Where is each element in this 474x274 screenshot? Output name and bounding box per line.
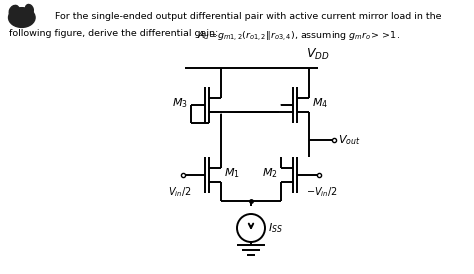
Ellipse shape	[26, 4, 33, 14]
Text: $-V_{in}/2$: $-V_{in}/2$	[306, 185, 338, 199]
Text: $V_{DD}$: $V_{DD}$	[306, 47, 330, 62]
Ellipse shape	[9, 5, 19, 16]
Text: For the single-ended output differential pair with active current mirror load in: For the single-ended output differential…	[55, 12, 441, 21]
Text: $A_d\!=\!g_{m1,2}(r_{o1,2}\|r_{o3,4})$, assuming $g_mr_o\!>>\!1$.: $A_d\!=\!g_{m1,2}(r_{o1,2}\|r_{o3,4})$, …	[197, 29, 400, 42]
Text: $M_1$: $M_1$	[224, 166, 240, 180]
Text: $M_3$: $M_3$	[172, 96, 188, 110]
Text: $M_4$: $M_4$	[312, 96, 328, 110]
Text: $V_{out}$: $V_{out}$	[338, 133, 361, 147]
Text: $V_{in}/2$: $V_{in}/2$	[168, 185, 191, 199]
Text: $I_{SS}$: $I_{SS}$	[268, 221, 283, 235]
Text: $M_2$: $M_2$	[262, 166, 278, 180]
Ellipse shape	[9, 8, 35, 27]
Text: following figure, derive the differential gain:: following figure, derive the differentia…	[9, 29, 222, 38]
